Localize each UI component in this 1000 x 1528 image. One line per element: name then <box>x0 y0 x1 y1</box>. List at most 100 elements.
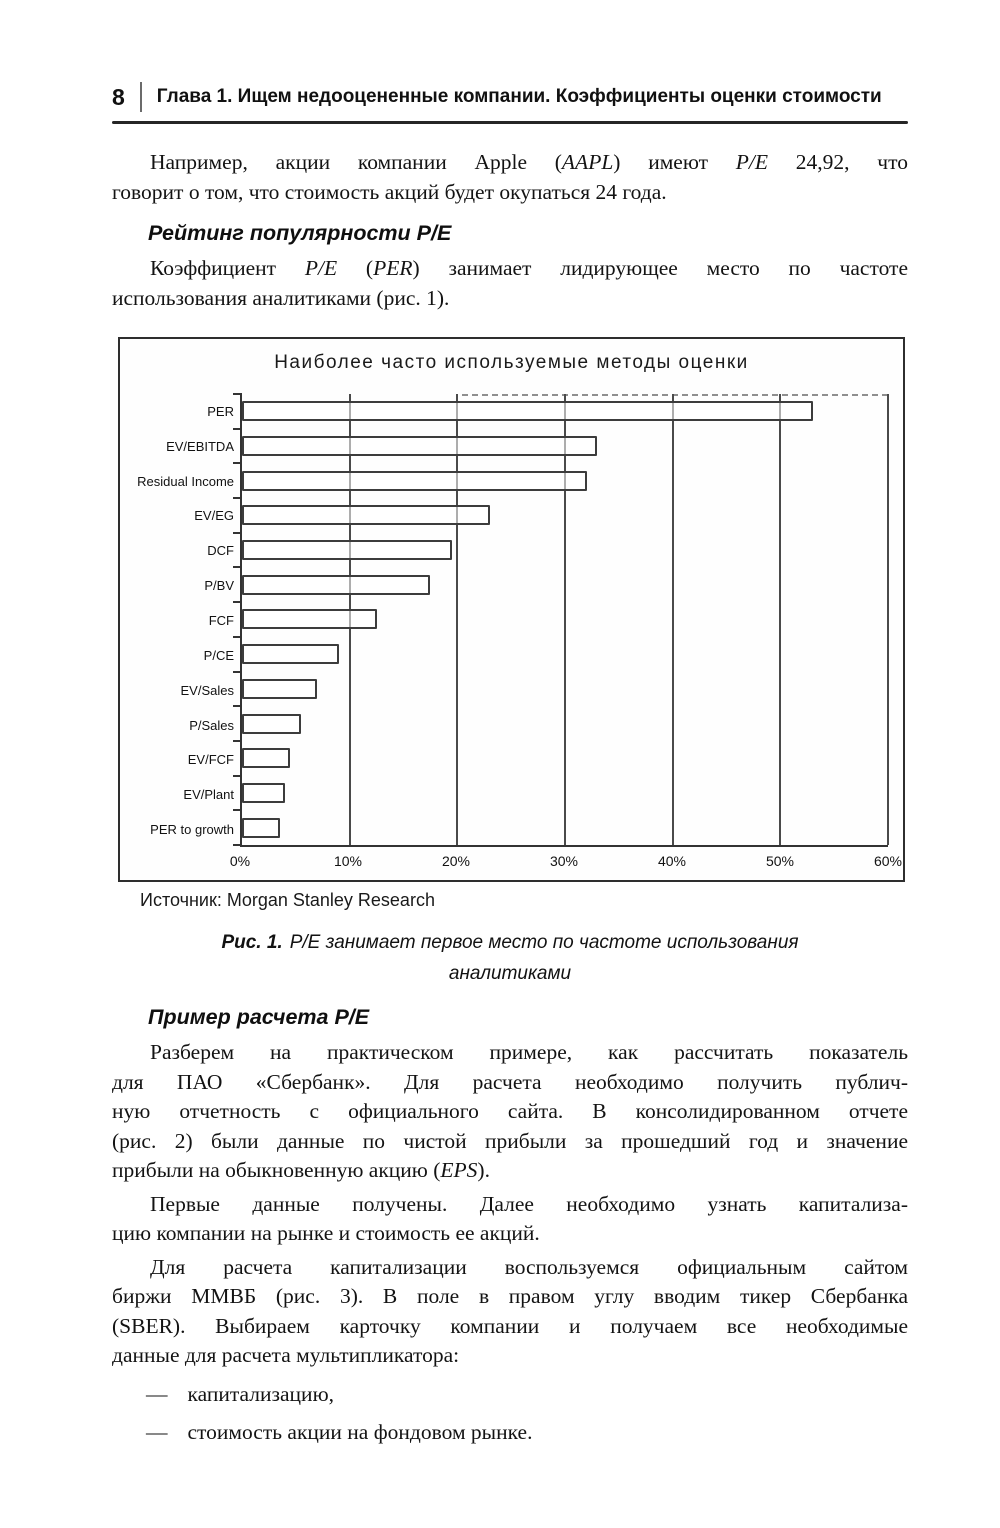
bullet-text: капитализацию, <box>187 1381 335 1406</box>
bar <box>242 817 280 838</box>
x-axis-label: 10% <box>333 853 363 869</box>
category-label: P/BV <box>204 578 234 594</box>
chart-row <box>242 602 888 637</box>
figure-source: Источник: Morgan Stanley Research <box>140 890 435 910</box>
chart-x-axis-labels: 0% 10% 20% 30% 40% 50% 60% <box>230 853 902 877</box>
chart-row <box>242 672 888 707</box>
text-line: Первые данные получены. Далее необходимо… <box>150 1191 908 1216</box>
figure-chart: Наиболее часто используемые методы оценк… <box>118 337 905 882</box>
y-axis-tick <box>233 739 242 742</box>
heading-example: Пример расчета P/E <box>148 1005 370 1029</box>
gridline <box>887 394 889 845</box>
bullet-text: стоимость акции на фондовом рынке. <box>187 1419 533 1444</box>
caption-line-2: аналитиками <box>448 963 572 984</box>
header-divider <box>139 82 142 112</box>
y-axis-tick <box>233 844 242 846</box>
chart-category-labels: PER EV/EBITDA Residual Income EV/EG DCF P/BV F… <box>122 394 234 847</box>
y-axis-tick <box>233 497 242 500</box>
text-line: данные для расчета мультипликатора: <box>112 1343 460 1367</box>
y-axis-tick <box>233 705 242 708</box>
x-axis-label: 20% <box>441 853 471 869</box>
text-line: Разберем на практическом примере, как ра… <box>150 1040 908 1064</box>
category-label: EV/FCF <box>187 752 234 768</box>
chart-title: Наиболее часто используемые методы оценк… <box>274 352 749 373</box>
list-item-2: — стоимость акции на фондовом рынке. <box>112 1417 908 1447</box>
category-label: Residual Income <box>137 473 234 489</box>
category-label: PER to growth <box>150 822 234 838</box>
text-line: для ПАО «Сбербанк». Для расчета необходи… <box>112 1069 908 1094</box>
chart-row <box>242 706 888 741</box>
category-label: FCF <box>208 612 234 628</box>
text-line: Для расчета капитализации воспользуемся … <box>150 1254 908 1279</box>
bar <box>242 782 286 803</box>
page-header: 8 Глава 1. Ищем недооцененные компании. … <box>112 82 908 112</box>
category-label: PER <box>207 403 234 419</box>
caption-line-1: Рис. 1. P/E занимает первое место по част… <box>112 927 908 958</box>
category-label: P/Sales <box>189 717 234 733</box>
x-axis-label: 40% <box>657 853 687 869</box>
y-axis-tick <box>233 774 242 777</box>
y-axis-tick <box>233 635 242 638</box>
bar <box>242 748 291 769</box>
text-line: Коэффициент P/E (PER) занимает лидирующе… <box>150 256 908 280</box>
bar <box>242 401 813 422</box>
chart-row <box>242 810 888 845</box>
paragraph-intro: Например, акции компании Apple (AAPL) им… <box>112 148 908 207</box>
bar <box>242 713 302 734</box>
category-label: EV/EG <box>194 508 234 524</box>
caption-text: P/E занимает первое место по частоте исп… <box>289 932 799 953</box>
category-label: DCF <box>207 543 234 559</box>
y-axis-tick <box>233 393 242 395</box>
chart-row <box>242 533 888 568</box>
chart-row <box>242 429 888 464</box>
y-axis-tick <box>233 670 242 673</box>
bullet-dash: — <box>146 1381 168 1406</box>
paragraph-example-1: Разберем на практическом примере, как ра… <box>112 1038 908 1186</box>
category-label: EV/EBITDA <box>166 438 234 454</box>
chart-row <box>242 567 888 602</box>
bar <box>242 609 377 630</box>
chart-row <box>242 637 888 672</box>
chart-row <box>242 394 888 429</box>
text-line: Например, акции компании Apple (AAPL) им… <box>150 150 908 174</box>
y-axis-tick <box>233 462 242 465</box>
gridline <box>564 394 566 845</box>
category-label: P/CE <box>203 647 234 663</box>
chart-row <box>242 498 888 533</box>
gridline <box>671 394 674 845</box>
gridline <box>779 394 782 845</box>
bar <box>242 574 431 595</box>
category-label: EV/Plant <box>183 787 234 803</box>
chart-row <box>242 776 888 811</box>
header-rule <box>112 121 908 124</box>
y-axis-tick <box>233 531 242 534</box>
x-axis-label: 0% <box>229 853 251 869</box>
paragraph-rating: Коэффициент P/E (PER) занимает лидирующе… <box>112 254 908 313</box>
chapter-header: Глава 1. Ищем недооцененные компании. Ко… <box>156 86 882 107</box>
list-item-1: — капитализацию, <box>112 1379 908 1409</box>
chart-plot-area <box>233 393 889 847</box>
x-axis-label: 50% <box>765 853 795 869</box>
text-line: цию компании на рынке и стоимость ее акц… <box>112 1221 540 1245</box>
caption-figure-label: Рис. 1. <box>221 932 283 953</box>
text-line: (рис. 2) были данные по чистой прибыли з… <box>112 1128 908 1153</box>
heading-rating: Рейтинг популярности P/E <box>148 221 452 245</box>
chart-row <box>242 463 888 498</box>
y-axis-tick <box>233 427 242 430</box>
page-number: 8 <box>112 83 125 110</box>
text-line: (SBER). Выбираем карточку компании и пол… <box>112 1313 908 1338</box>
bar <box>242 436 598 457</box>
bar <box>242 678 318 699</box>
text-line: говорит о том, что стоимость акций будет… <box>112 179 667 204</box>
y-axis-tick <box>233 601 242 604</box>
x-axis-label: 30% <box>549 853 579 869</box>
category-label: EV/Sales <box>180 682 234 698</box>
bar <box>242 644 339 665</box>
paragraph-example-3: Для расчета капитализации воспользуемся … <box>112 1253 908 1371</box>
figure-caption: Рис. 1. P/E занимает первое место по част… <box>112 927 908 989</box>
bar <box>242 505 490 526</box>
text-line: биржи ММВБ (рис. 3). В поле в правом угл… <box>112 1284 908 1308</box>
x-axis-label: 60% <box>873 853 903 869</box>
text-line: ную отчетность с официального сайта. В к… <box>112 1099 908 1123</box>
